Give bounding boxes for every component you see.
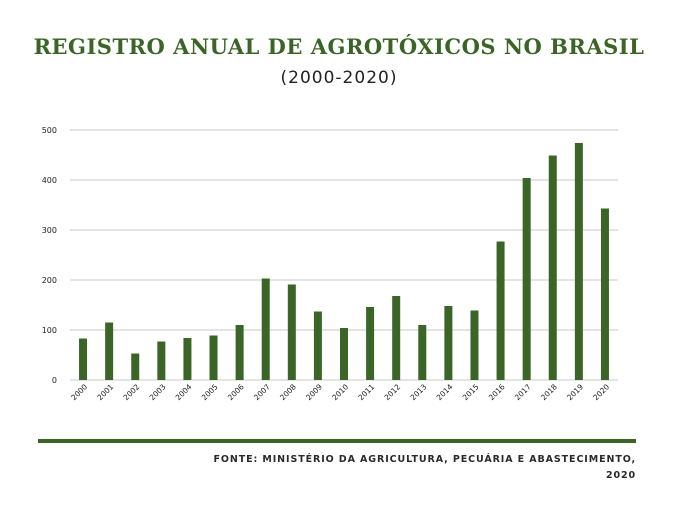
bar-2000 bbox=[79, 338, 88, 380]
bar-2018 bbox=[548, 155, 557, 380]
x-tick-label: 2008 bbox=[278, 382, 298, 402]
y-tick-label: 100 bbox=[42, 326, 57, 335]
bar-2014 bbox=[444, 306, 453, 380]
x-tick-label: 2020 bbox=[591, 382, 611, 402]
bar-2016 bbox=[496, 241, 505, 380]
x-tick-label: 2017 bbox=[513, 382, 533, 402]
x-tick-label: 2006 bbox=[226, 382, 246, 402]
bar-2001 bbox=[105, 322, 114, 380]
x-tick-label: 2007 bbox=[252, 382, 272, 402]
y-tick-label: 400 bbox=[42, 176, 57, 185]
bar-2019 bbox=[574, 143, 583, 380]
y-tick-label: 200 bbox=[42, 276, 57, 285]
bar-2003 bbox=[157, 341, 166, 380]
bar-2015 bbox=[470, 310, 479, 380]
x-tick-label: 2003 bbox=[148, 382, 168, 402]
y-tick-label: 300 bbox=[42, 226, 57, 235]
chart-title: REGISTRO ANUAL DE AGROTÓXICOS NO BRASIL bbox=[33, 34, 645, 59]
bar-2017 bbox=[522, 178, 531, 380]
x-tick-label: 2005 bbox=[200, 382, 220, 402]
bar-2005 bbox=[209, 335, 218, 380]
x-tick-label: 2012 bbox=[382, 382, 402, 402]
bar-2002 bbox=[131, 353, 140, 380]
x-tick-label: 2016 bbox=[487, 382, 507, 402]
bar-2007 bbox=[261, 278, 270, 380]
bar-2010 bbox=[340, 328, 348, 380]
x-tick-label: 2009 bbox=[304, 382, 324, 402]
source-line-1: FONTE: MINISTÉRIO DA AGRICULTURA, PECUÁR… bbox=[213, 454, 636, 465]
source-divider bbox=[38, 439, 636, 443]
x-tick-label: 2001 bbox=[95, 382, 115, 402]
y-axis-tick-labels: 0 100 200 300 400 500 bbox=[42, 126, 57, 385]
x-tick-label: 2004 bbox=[174, 382, 194, 402]
x-tick-label: 2018 bbox=[539, 382, 559, 402]
y-tick-label: 500 bbox=[42, 126, 57, 135]
chart-subtitle: (2000-2020) bbox=[280, 68, 398, 88]
bar-2008 bbox=[287, 284, 296, 380]
bar-2020 bbox=[600, 208, 609, 380]
bars bbox=[79, 143, 609, 380]
x-tick-label: 2010 bbox=[330, 382, 350, 402]
bar-2011 bbox=[366, 307, 375, 380]
bar-2012 bbox=[392, 296, 401, 380]
y-tick-label: 0 bbox=[52, 376, 57, 385]
x-tick-label: 2013 bbox=[409, 382, 429, 402]
x-tick-label: 2014 bbox=[435, 382, 455, 402]
bar-2013 bbox=[418, 325, 427, 380]
x-tick-label: 2002 bbox=[122, 382, 142, 402]
bar-2006 bbox=[235, 325, 244, 380]
source-note: FONTE: MINISTÉRIO DA AGRICULTURA, PECUÁR… bbox=[166, 452, 636, 484]
source-line-2: 2020 bbox=[605, 470, 636, 481]
bar-2009 bbox=[313, 311, 322, 380]
bar-2004 bbox=[183, 338, 192, 380]
x-tick-label: 2015 bbox=[461, 382, 481, 402]
x-axis-tick-labels: 2000 2001 2002 2003 2004 2005 2006 2007 2008 2009… bbox=[69, 382, 611, 402]
x-tick-label: 2000 bbox=[69, 382, 89, 402]
x-tick-label: 2011 bbox=[356, 382, 376, 402]
x-tick-label: 2019 bbox=[565, 382, 585, 402]
